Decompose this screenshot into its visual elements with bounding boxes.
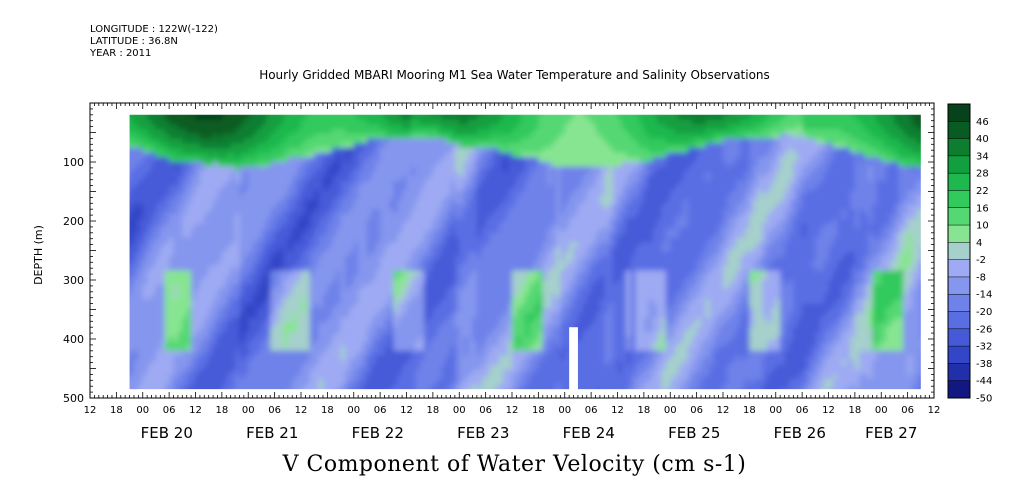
colorbar-label: 16 xyxy=(976,203,989,214)
x-hour-tick-label: 06 xyxy=(479,405,492,416)
colorbar-label: -44 xyxy=(976,376,992,387)
colorbar-label: 10 xyxy=(976,221,989,232)
x-day-label: FEB 27 xyxy=(865,424,917,442)
colorbar-label: -26 xyxy=(976,324,992,335)
x-hour-tick-label: 18 xyxy=(638,405,651,416)
x-day-label: FEB 20 xyxy=(141,424,193,442)
colorbar-band xyxy=(948,242,970,261)
heatmap xyxy=(129,114,921,390)
x-hour-tick-label: 06 xyxy=(268,405,281,416)
latitude-label: LATITUDE : 36.8N xyxy=(90,36,178,47)
x-hour-tick-label: 18 xyxy=(849,405,862,416)
x-hour-tick-label: 12 xyxy=(189,405,202,416)
colorbar-band xyxy=(948,138,970,157)
colorbar-label: 34 xyxy=(976,151,989,162)
x-hour-tick-label: 12 xyxy=(822,405,835,416)
colorbar-label: 4 xyxy=(976,238,982,249)
colorbar-label: -38 xyxy=(976,359,992,370)
y-tick-label: 300 xyxy=(63,274,84,287)
colorbar-label: -14 xyxy=(976,290,992,301)
x-hour-tick-label: 06 xyxy=(585,405,598,416)
chart-title: Hourly Gridded MBARI Mooring M1 Sea Wate… xyxy=(259,68,770,82)
longitude-label: LONGITUDE : 122W(-122) xyxy=(90,24,218,35)
colorbar-band xyxy=(948,259,970,278)
colorbar-label: 46 xyxy=(976,117,989,128)
y-axis: 100 200 300 400 500 xyxy=(63,102,934,405)
x-hour-tick-label: 18 xyxy=(216,405,229,416)
x-day-label: FEB 25 xyxy=(668,424,720,442)
colorbar-band xyxy=(948,121,970,140)
missing-data-gaps xyxy=(569,327,578,391)
colorbar-band xyxy=(948,225,970,243)
colorbar: 46 40 34 28 22 16 10 4 -2 -8 -14 -20 -26 -32 -38 -44 -50 xyxy=(947,103,992,405)
colorbar-band xyxy=(948,346,970,364)
colorbar-label: 40 xyxy=(976,134,989,145)
colorbar-band xyxy=(948,328,970,347)
colorbar-label: -8 xyxy=(976,272,986,283)
x-hour-tick-label: 18 xyxy=(743,405,756,416)
colorbar-band xyxy=(948,276,970,295)
variable-label: V Component of Water Velocity (cm s-1) xyxy=(282,452,747,477)
x-hour-tick-label: 18 xyxy=(321,405,334,416)
x-hour-tick-label: 00 xyxy=(558,405,571,416)
x-day-label: FEB 24 xyxy=(563,424,615,442)
x-hour-tick-label: 12 xyxy=(400,405,413,416)
x-hour-tick-label: 06 xyxy=(374,405,387,416)
x-hour-tick-label: 18 xyxy=(427,405,440,416)
x-hour-tick-label: 00 xyxy=(242,405,255,416)
y-axis-label: DEPTH (m) xyxy=(32,225,45,285)
x-hour-tick-label: 12 xyxy=(611,405,624,416)
y-tick-label: 500 xyxy=(63,392,84,405)
colorbar-band xyxy=(948,294,970,313)
x-hour-tick-label: 12 xyxy=(295,405,308,416)
x-day-label: FEB 26 xyxy=(774,424,826,442)
y-tick-label: 100 xyxy=(63,156,84,169)
x-hour-tick-label: 00 xyxy=(769,405,782,416)
colorbar-band xyxy=(948,380,970,399)
y-tick-label: 400 xyxy=(63,333,84,346)
colorbar-band xyxy=(948,104,970,122)
x-hour-tick-label: 06 xyxy=(796,405,809,416)
colorbar-band xyxy=(948,363,970,382)
x-day-label: FEB 23 xyxy=(457,424,509,442)
x-day-label: FEB 21 xyxy=(246,424,298,442)
x-hour-tick-label: 06 xyxy=(901,405,914,416)
y-tick-label: 200 xyxy=(63,215,84,228)
colorbar-label: 22 xyxy=(976,186,989,197)
colorbar-label: -2 xyxy=(976,255,986,266)
x-hour-tick-label: 12 xyxy=(928,405,941,416)
colorbar-label: -50 xyxy=(976,394,992,405)
colorbar-label: -20 xyxy=(976,307,992,318)
x-hour-tick-label: 00 xyxy=(347,405,360,416)
x-hour-tick-label: 12 xyxy=(717,405,730,416)
x-hour-tick-label: 06 xyxy=(163,405,176,416)
year-label: YEAR : 2011 xyxy=(90,48,152,59)
colorbar-band xyxy=(948,190,970,209)
x-hour-tick-label: 00 xyxy=(664,405,677,416)
missing-data-gap xyxy=(569,327,578,391)
x-hour-tick-label: 00 xyxy=(136,405,149,416)
x-hour-tick-label: 18 xyxy=(532,405,545,416)
x-axis: 12 18 00 06 12 18 00 06 12 18 00 06 12 18 00 06 12 18 00 06… xyxy=(84,103,941,442)
colorbar-label: 28 xyxy=(976,169,989,180)
x-hour-tick-label: 18 xyxy=(110,405,123,416)
colorbar-band xyxy=(948,207,970,226)
colorbar-band xyxy=(948,311,970,330)
x-hour-tick-label: 00 xyxy=(875,405,888,416)
colorbar-band xyxy=(948,173,970,191)
colorbar-label: -32 xyxy=(976,342,992,353)
x-hour-tick-label: 00 xyxy=(453,405,466,416)
x-hour-tick-label: 12 xyxy=(506,405,519,416)
x-hour-tick-label: 12 xyxy=(84,405,97,416)
x-day-label: FEB 22 xyxy=(352,424,404,442)
colorbar-band xyxy=(948,155,970,174)
x-hour-tick-label: 06 xyxy=(690,405,703,416)
